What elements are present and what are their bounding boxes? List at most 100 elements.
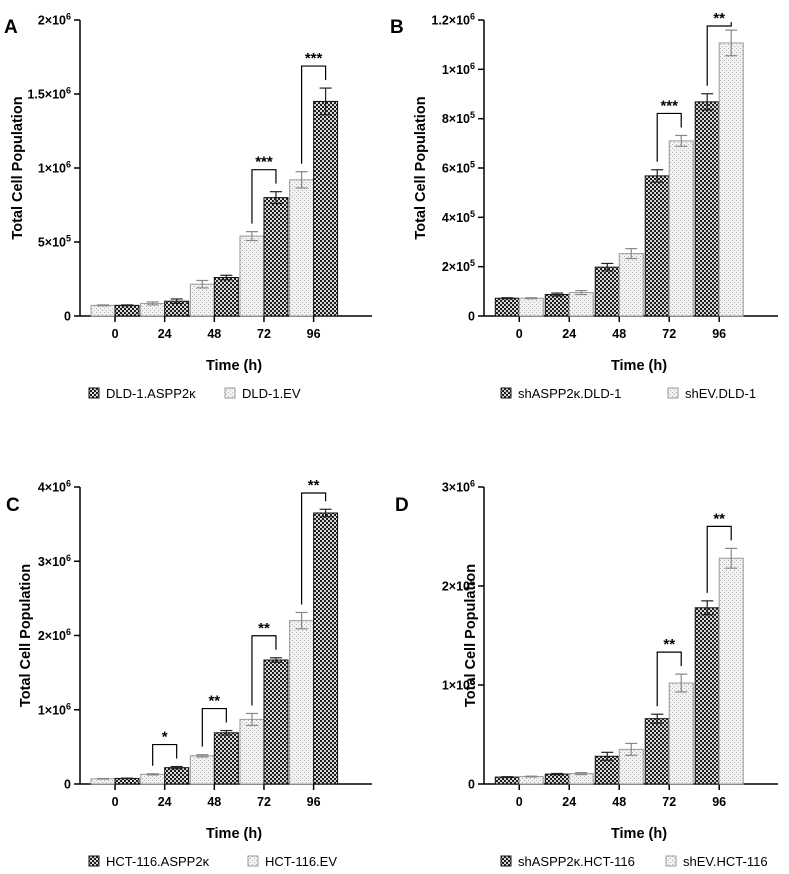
significance-label: *** [660,97,678,114]
error-bar-dark-96 [701,93,714,111]
y-tick-label: 2×106 [38,627,71,643]
y-tick-label: 0 [468,778,475,792]
significance-bracket [656,112,682,162]
significance-label: ** [713,510,725,527]
error-bar-dark-72 [651,169,664,183]
significance-bracket [152,743,178,766]
error-bar-dark-24 [551,772,564,776]
legend-swatch [500,855,512,867]
error-bar-light-72 [675,673,688,693]
x-tick-label: 48 [612,795,626,809]
bar-light-96 [289,620,315,785]
y-tick-label: 0 [468,310,475,324]
y-tick-label: 8×105 [442,110,475,126]
legend-swatch [247,855,259,867]
x-axis-title: Time (h) [611,826,667,842]
y-tick-label: 4×105 [442,209,475,225]
significance-bracket [251,635,277,706]
bar-dark-48 [594,266,620,317]
significance-bracket [706,22,732,86]
error-bar-light-48 [625,742,638,756]
error-bar-light-24 [146,301,159,306]
bar-dark-0 [114,304,140,317]
x-tick-label: 0 [112,327,119,341]
error-bar-dark-72 [269,657,282,663]
x-tick-label: 0 [516,327,523,341]
legend-swatch [88,387,100,399]
legend-item-dark: shASPP2κ.HCT-116 [500,854,635,869]
bar-light-72 [239,235,265,317]
bar-light-96 [718,557,744,785]
significance-bracket [656,651,682,707]
error-bar-light-72 [245,231,258,242]
error-bar-dark-96 [319,508,332,518]
bar-dark-0 [494,297,520,317]
significance-72: *** [656,97,682,162]
bar-dark-48 [594,755,620,785]
legend-item-light: HCT-116.EV [247,854,337,869]
bar-light-24 [140,773,166,785]
significance-label: ** [208,693,220,710]
bar-dark-72 [263,197,289,317]
error-bar-light-24 [575,289,588,296]
error-bar-light-48 [196,754,209,758]
error-bar-dark-48 [220,729,233,736]
error-bar-dark-96 [319,87,332,116]
panel-label: A [4,17,18,38]
y-axis-title: Total Cell Population [10,96,26,239]
y-tick-label: 1.5×106 [27,86,71,102]
legend-swatch [224,387,236,399]
panel-label: D [395,495,409,516]
error-bar-dark-72 [269,191,282,205]
y-tick-label: 5×105 [38,234,71,250]
significance-bracket [301,65,327,164]
error-bar-light-96 [295,171,308,189]
bar-dark-48 [213,277,239,317]
bar-dark-96 [313,512,339,785]
significance-96: ** [706,510,732,593]
bar-dark-24 [544,294,570,317]
legend-item-light: shEV.HCT-116 [665,854,768,869]
legend-item-dark: HCT-116.ASPP2κ [88,854,210,869]
x-tick-label: 96 [307,795,321,809]
legend-swatch [88,855,100,867]
panel-label: C [6,495,20,516]
y-tick-label: 0 [64,310,71,324]
error-bar-light-0 [97,777,110,780]
bar-dark-72 [644,718,670,785]
bar-light-24 [568,292,594,317]
significance-bracket [706,525,732,593]
legend-label: shASPP2κ.HCT-116 [518,854,635,869]
error-bar-light-48 [196,279,209,289]
significance-48: ** [201,693,227,747]
bar-dark-24 [544,773,570,785]
significance-label: ** [308,477,320,494]
legend-item-dark: DLD-1.ASPP2κ [88,386,196,401]
error-bar-light-48 [625,248,638,260]
bar-dark-96 [694,607,720,785]
y-axis-title: Total Cell Population [463,564,479,707]
legend-swatch [500,387,512,399]
error-bar-dark-24 [551,292,564,297]
chart-panel-b: B 0 2×105 4×105 6×105 8×105 1×106 1.2×106 Total … [390,10,778,401]
x-tick-label: 96 [712,795,726,809]
significance-96: *** [301,50,327,164]
error-bar-light-96 [295,611,308,630]
y-tick-label: 2×106 [38,12,71,28]
significance-label: *** [305,50,323,67]
bar-light-96 [718,42,744,317]
error-bar-dark-24 [170,765,183,770]
legend-item-dark: shASPP2κ.DLD-1 [500,386,621,401]
y-tick-label: 1×106 [442,61,475,77]
x-tick-label: 24 [158,795,172,809]
chart-panel-c: C 0 1×106 2×106 3×106 4×106 Total Cell Populat… [6,477,372,869]
bar-light-48 [189,755,215,785]
x-axis-title: Time (h) [611,358,667,374]
error-bar-dark-0 [501,297,514,300]
y-tick-label: 0 [64,778,71,792]
y-tick-label: 1×106 [38,701,71,717]
significance-label: ** [713,10,725,27]
bar-light-96 [289,179,315,317]
error-bar-dark-96 [701,600,714,616]
